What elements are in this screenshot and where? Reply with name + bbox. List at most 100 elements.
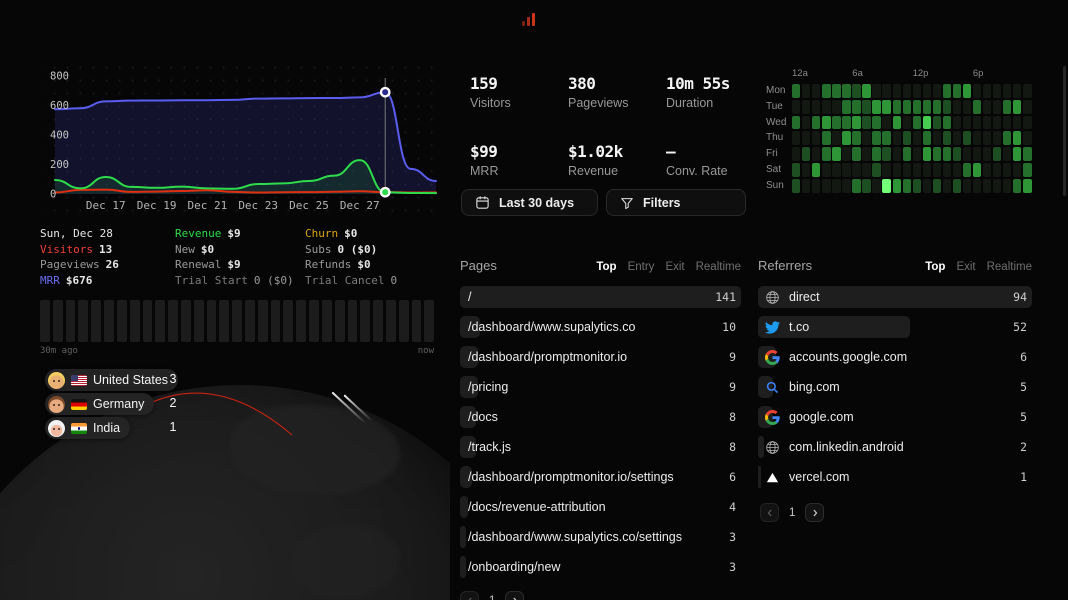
country-pill[interactable]: United States — [45, 369, 179, 391]
heatmap-cell — [802, 178, 811, 193]
live-visitor-bar[interactable] — [360, 300, 371, 342]
live-visitor-bar[interactable] — [309, 300, 319, 342]
live-visitor-bar[interactable] — [257, 300, 268, 342]
stat-label: MRR — [470, 164, 499, 178]
heatmap-cell — [802, 147, 811, 161]
country-pill[interactable]: India — [45, 417, 131, 439]
page-row[interactable]: /dashboard/www.supalytics.co 10 — [460, 316, 741, 338]
heatmap-cell — [1023, 131, 1032, 146]
referrer-row[interactable]: vercel.com 1 — [758, 466, 1032, 488]
page-row[interactable]: / 141 — [460, 286, 741, 308]
chart-tooltip: Sun, Dec 28 Visitors 13 Pageviews 26 MRR $676 R… — [40, 226, 444, 290]
next-page-button[interactable] — [805, 503, 825, 522]
page-count: 9 — [729, 350, 736, 364]
referrer-row[interactable]: t.co 52 — [758, 316, 1032, 338]
tooltip-column: Churn $0 Subs 0 ($0) Refunds $0 Trial Cancel 0 — [305, 226, 397, 288]
live-visitor-bar[interactable] — [78, 300, 89, 342]
live-visitor-bar[interactable] — [193, 300, 204, 342]
heatmap-cell — [892, 178, 901, 193]
heatmap-cell — [932, 131, 942, 146]
referrer-row[interactable]: com.linkedin.android 2 — [758, 436, 1032, 458]
live-visitor-bar[interactable] — [155, 300, 166, 342]
live-visitor-bar[interactable] — [65, 300, 76, 342]
page-row[interactable]: /onboarding/new 3 — [460, 556, 741, 578]
stat-visitors: 159 Visitors — [470, 74, 568, 110]
page-row[interactable]: /pricing 9 — [460, 376, 741, 398]
live-visitor-bar[interactable] — [91, 300, 102, 342]
heatmap-day-label: Mon — [766, 85, 786, 96]
bing-icon — [765, 380, 780, 395]
heatmap-cell — [812, 178, 821, 193]
live-visitor-bar[interactable] — [142, 300, 153, 342]
live-visitor-bar[interactable] — [104, 300, 114, 342]
live-visitor-bar[interactable] — [321, 300, 332, 342]
chevron-right-icon — [513, 597, 517, 600]
referrer-row[interactable]: accounts.google.com 6 — [758, 346, 1032, 368]
google-icon — [765, 409, 780, 425]
page-row[interactable]: /dashboard/promptmonitor.io 9 — [460, 346, 741, 368]
heatmap-cell — [962, 99, 972, 114]
heatmap-cell — [922, 178, 932, 193]
country-count: 2 — [169, 396, 177, 410]
calendar-icon — [476, 196, 489, 209]
traffic-line-chart[interactable]: 800 600 400 200 0 Dec 17 Dec 19 Dec 21 Dec 23 Dec… — [42, 64, 437, 216]
heatmap-cell — [852, 178, 861, 193]
prev-page-button[interactable] — [460, 591, 479, 600]
page-row[interactable]: /dashboard/promptmonitor.io/settings 6 — [460, 466, 741, 488]
live-visitor-bar[interactable] — [168, 300, 178, 342]
tab-exit[interactable]: Exit — [665, 261, 685, 273]
live-visitor-bar[interactable] — [219, 300, 230, 342]
page-row[interactable]: /track.js 8 — [460, 436, 741, 458]
live-visitor-bar[interactable] — [411, 300, 422, 342]
next-page-button[interactable] — [505, 591, 525, 600]
tab-realtime[interactable]: Realtime — [986, 261, 1032, 273]
tab-top[interactable]: Top — [596, 261, 617, 273]
live-visitor-bar[interactable] — [206, 300, 217, 342]
page-row[interactable]: /dashboard/www.supalytics.co/settings 3 — [460, 526, 741, 548]
scrollbar-thumb[interactable] — [1063, 66, 1066, 196]
live-visitor-bar[interactable] — [347, 300, 358, 342]
live-visitor-bar[interactable] — [385, 300, 396, 342]
tab-top[interactable]: Top — [925, 261, 946, 273]
live-visitor-bar[interactable] — [334, 300, 345, 342]
mrr-marker — [379, 86, 391, 98]
page-row[interactable]: /docs/revenue-attribution 4 — [460, 496, 741, 518]
prev-page-button[interactable] — [760, 503, 779, 522]
live-visitor-bar[interactable] — [52, 300, 63, 342]
live-visitor-bar[interactable] — [116, 300, 127, 342]
live-visitor-bar[interactable] — [283, 300, 294, 342]
live-visitor-bar[interactable] — [424, 300, 435, 342]
live-visitor-bar[interactable] — [270, 300, 281, 342]
heatmap-cell — [872, 115, 881, 130]
referrer-row[interactable]: direct 94 — [758, 286, 1032, 308]
heatmap-cell — [962, 147, 972, 161]
live-visitor-bar[interactable] — [180, 300, 191, 342]
heatmap-day-label: Thu — [766, 132, 784, 144]
live-visitor-bar[interactable] — [373, 300, 383, 342]
referrer-row[interactable]: bing.com 5 — [758, 376, 1032, 398]
filters-button[interactable]: Filters — [606, 189, 746, 216]
live-visitor-bar[interactable] — [232, 300, 242, 342]
live-visitor-bar[interactable] — [296, 300, 307, 342]
referrer-count: 1 — [1020, 470, 1027, 484]
heatmap-cell — [1013, 147, 1022, 161]
page-path: /track.js — [468, 440, 512, 454]
country-pill[interactable]: Germany — [45, 393, 155, 415]
twitter-icon — [765, 320, 780, 335]
heatmap-cell — [962, 115, 972, 130]
heatmap-cell — [982, 178, 992, 193]
page-path: /pricing — [468, 380, 509, 394]
tab-entry[interactable]: Entry — [627, 261, 655, 273]
date-range-button[interactable]: Last 30 days — [461, 189, 598, 216]
referrer-row[interactable]: google.com 5 — [758, 406, 1032, 428]
heatmap-cell — [822, 163, 831, 177]
page-row[interactable]: /docs 8 — [460, 406, 741, 428]
tab-realtime[interactable]: Realtime — [695, 261, 741, 273]
live-visitor-bar[interactable] — [398, 300, 409, 342]
visitor-globe[interactable]: United States United States3Germany2Indi… — [0, 355, 450, 600]
live-visitor-bar[interactable] — [245, 300, 255, 342]
live-visitor-bar[interactable] — [129, 300, 140, 342]
live-visitor-bar[interactable] — [40, 300, 50, 342]
tab-exit[interactable]: Exit — [956, 261, 976, 273]
realtime-visitor-bars[interactable] — [40, 300, 435, 342]
